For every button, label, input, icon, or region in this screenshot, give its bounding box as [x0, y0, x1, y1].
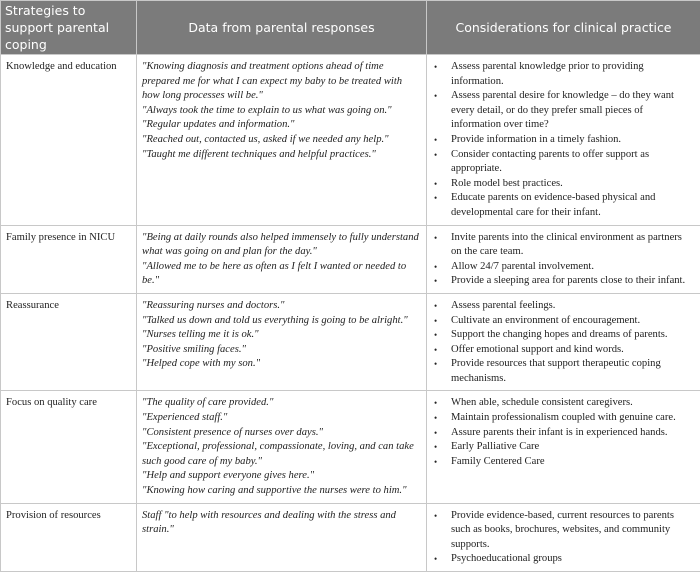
consideration-item: Provide a sleeping area for parents clos… [432, 274, 695, 289]
considerations-list: Assess parental knowledge prior to provi… [432, 60, 695, 221]
consideration-item: Offer emotional support and kind words. [432, 343, 695, 358]
table-row: Focus on quality care"The quality of car… [1, 391, 700, 503]
considerations-list: When able, schedule consistent caregiver… [432, 396, 695, 469]
table-row: Reassurance"Reassuring nurses and doctor… [1, 293, 700, 391]
quote: "Regular updates and information." [142, 118, 421, 133]
header-row: Strategies to support parental coping Da… [1, 1, 700, 55]
quote: "Help and support everyone gives here." [142, 469, 421, 484]
quotes-cell: "Knowing diagnosis and treatment options… [137, 55, 427, 226]
header-data: Data from parental responses [137, 1, 427, 55]
consideration-item: Assess parental desire for knowledge – d… [432, 89, 695, 133]
quote: "Taught me different techniques and help… [142, 148, 421, 163]
quote: "Knowing how caring and supportive the n… [142, 484, 421, 499]
consideration-item: Assess parental knowledge prior to provi… [432, 60, 695, 89]
considerations-cell: Provide evidence-based, current resource… [427, 503, 700, 571]
consideration-item: Educate parents on evidence-based physic… [432, 191, 695, 220]
consideration-item: Invite parents into the clinical environ… [432, 231, 695, 260]
consideration-item: Family Centered Care [432, 455, 695, 470]
consideration-item: Provide evidence-based, current resource… [432, 509, 695, 553]
strategy-cell: Focus on quality care [1, 391, 137, 503]
consideration-item: Allow 24/7 parental involvement. [432, 260, 695, 275]
considerations-cell: When able, schedule consistent caregiver… [427, 391, 700, 503]
consideration-item: When able, schedule consistent caregiver… [432, 396, 695, 411]
consideration-item: Provide resources that support therapeut… [432, 357, 695, 386]
header-considerations: Considerations for clinical practice [427, 1, 700, 55]
quotes-cell: "Being at daily rounds also helped immen… [137, 225, 427, 293]
strategy-cell: Provision of resources [1, 503, 137, 571]
quote: "Helped cope with my son." [142, 357, 421, 372]
considerations-list: Provide evidence-based, current resource… [432, 509, 695, 567]
quotes-cell: "The quality of care provided.""Experien… [137, 391, 427, 503]
quote: "Positive smiling faces." [142, 343, 421, 358]
strategy-cell: Family presence in NICU [1, 225, 137, 293]
header-strategies: Strategies to support parental coping [1, 1, 137, 55]
consideration-item: Assess parental feelings. [432, 299, 695, 314]
considerations-cell: Invite parents into the clinical environ… [427, 225, 700, 293]
table-row: Family presence in NICU"Being at daily r… [1, 225, 700, 293]
quote: "Exceptional, professional, compassionat… [142, 440, 421, 469]
strategy-cell: Knowledge and education [1, 55, 137, 226]
quotes-cell: "Reassuring nurses and doctors.""Talked … [137, 293, 427, 391]
consideration-item: Provide information in a timely fashion. [432, 133, 695, 148]
quote: "The quality of care provided." [142, 396, 421, 411]
quote: "Reached out, contacted us, asked if we … [142, 133, 421, 148]
strategy-cell: Reassurance [1, 293, 137, 391]
table-row: Knowledge and education"Knowing diagnosi… [1, 55, 700, 226]
quote: "Experienced staff." [142, 411, 421, 426]
consideration-item: Assure parents their infant is in experi… [432, 426, 695, 441]
quote: Staff "to help with resources and dealin… [142, 509, 421, 538]
quote: "Being at daily rounds also helped immen… [142, 231, 421, 260]
consideration-item: Consider contacting parents to offer sup… [432, 148, 695, 177]
quote: "Consistent presence of nurses over days… [142, 426, 421, 441]
quotes-cell: Staff "to help with resources and dealin… [137, 503, 427, 571]
consideration-item: Early Palliative Care [432, 440, 695, 455]
consideration-item: Support the changing hopes and dreams of… [432, 328, 695, 343]
quote: "Knowing diagnosis and treatment options… [142, 60, 421, 104]
considerations-list: Assess parental feelings.Cultivate an en… [432, 299, 695, 387]
consideration-item: Maintain professionalism coupled with ge… [432, 411, 695, 426]
consideration-item: Cultivate an environment of encouragemen… [432, 314, 695, 329]
quote: "Reassuring nurses and doctors." [142, 299, 421, 314]
considerations-cell: Assess parental feelings.Cultivate an en… [427, 293, 700, 391]
consideration-item: Role model best practices. [432, 177, 695, 192]
quote: "Nurses telling me it is ok." [142, 328, 421, 343]
considerations-cell: Assess parental knowledge prior to provi… [427, 55, 700, 226]
considerations-list: Invite parents into the clinical environ… [432, 231, 695, 289]
quote: "Talked us down and told us everything i… [142, 314, 421, 329]
quote: "Allowed me to be here as often as I fel… [142, 260, 421, 289]
consideration-item: Psychoeducational groups [432, 552, 695, 567]
quote: "Always took the time to explain to us w… [142, 104, 421, 119]
